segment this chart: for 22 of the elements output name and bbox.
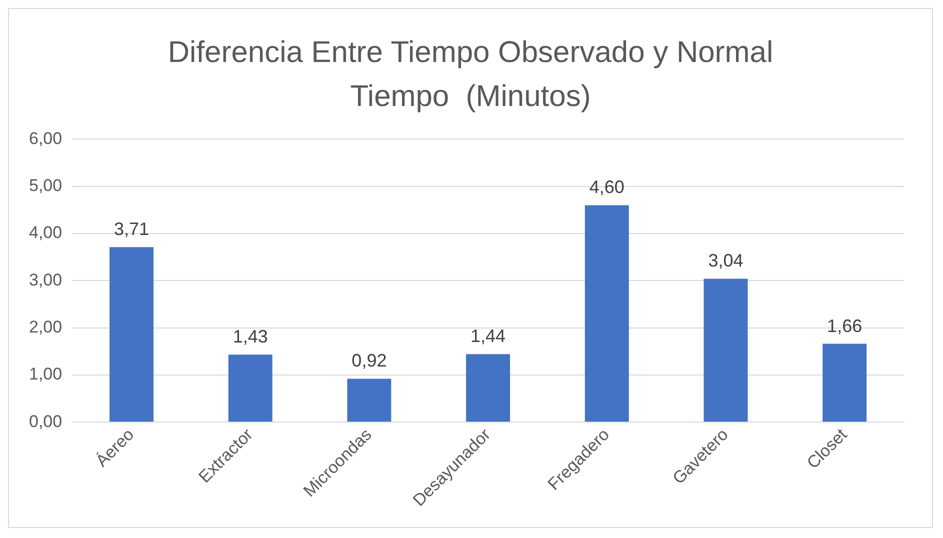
bar: [822, 344, 867, 422]
y-tick-label: 5,00: [28, 176, 62, 196]
bar: [584, 205, 629, 422]
bar: [466, 354, 510, 422]
data-label: 1,43: [232, 326, 268, 347]
y-tick-label: 1,00: [28, 364, 62, 384]
y-tick-label: 4,00: [28, 223, 62, 242]
y-tick-label: 0,00: [28, 412, 62, 431]
data-label: 1,44: [470, 326, 506, 346]
y-tick-label: 3,00: [28, 270, 62, 290]
bar: [347, 378, 392, 422]
data-label: 0,92: [352, 350, 387, 371]
data-label: 1,66: [827, 316, 862, 336]
data-label: 3,04: [708, 250, 744, 271]
bar: [704, 278, 748, 422]
chart-title: Diferencia Entre Tiempo Observado y Normal Tiempo (Minutos): [166, 35, 774, 115]
y-tick-label: 6,00: [28, 128, 62, 148]
data-label: 4,60: [589, 177, 624, 198]
data-label: 3,71: [114, 219, 150, 240]
bar: [228, 354, 272, 422]
y-tick-label: 2,00: [28, 317, 62, 336]
bar: [110, 247, 154, 422]
